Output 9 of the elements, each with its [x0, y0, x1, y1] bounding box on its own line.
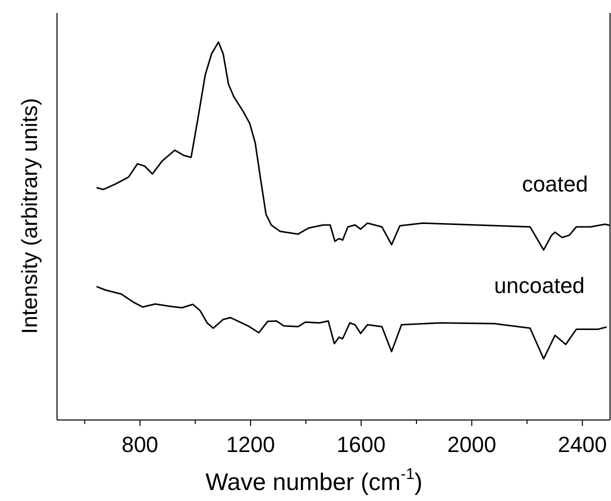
x-tick-label: 1200 [226, 432, 276, 457]
series-label: uncoated [494, 273, 585, 298]
x-axis-title: Wave number (cm$^{-1}$) [205, 466, 423, 496]
y-axis-title: Intensity (arbitrary units) [17, 98, 43, 334]
x-tick-label: 2400 [558, 432, 607, 457]
x-tick-label: 800 [122, 432, 158, 457]
x-tick-label: 2000 [447, 432, 496, 457]
x-tick-label: 1600 [336, 432, 386, 457]
series-label: coated [522, 171, 588, 196]
